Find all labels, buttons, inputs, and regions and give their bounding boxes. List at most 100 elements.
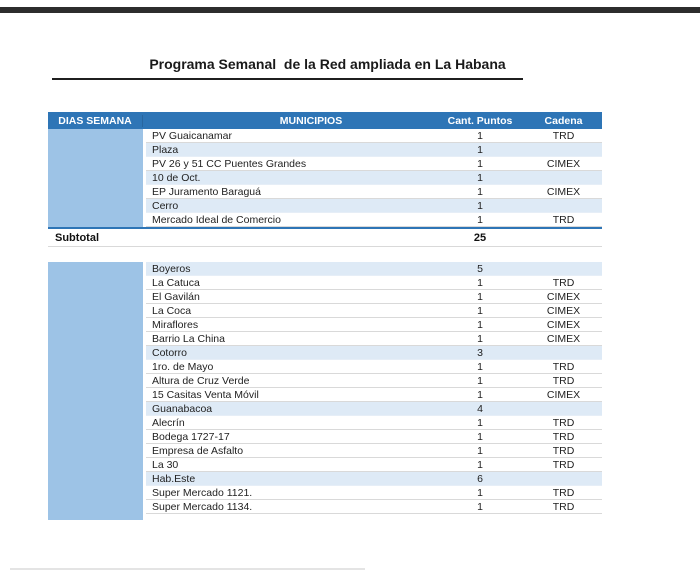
municipio-cell: Boyeros <box>152 262 191 275</box>
municipio-cell: Super Mercado 1134. <box>152 500 253 513</box>
cadena-cell: TRD <box>552 416 575 429</box>
municipio-cell: Plaza <box>152 143 179 156</box>
program-table: DIAS SEMANA MUNICIPIOS Cant. Puntos Cade… <box>48 112 602 520</box>
table-row: 15 Casitas Venta Móvil 1 CIMEX <box>146 388 602 402</box>
cant-puntos-cell: 1 <box>477 430 483 443</box>
cadena-cell: TRD <box>552 276 575 289</box>
column-header-cadena: Cadena <box>544 114 583 127</box>
window-top-border <box>0 7 700 13</box>
cadena-cell: CIMEX <box>546 304 581 317</box>
table-row: Alecrín 1 TRD <box>146 416 602 430</box>
table-row: Miraflores 1 CIMEX <box>146 318 602 332</box>
table-row: Cotorro 3 <box>146 346 602 360</box>
table-row: PV 26 y 51 CC Puentes Grandes 1 CIMEX <box>146 157 602 171</box>
municipio-cell: Alecrín <box>152 416 185 429</box>
cant-puntos-cell: 1 <box>477 213 483 226</box>
table-section-1: PV Guaicanamar 1 TRD Plaza 1 PV 26 y 51 … <box>48 129 602 227</box>
section-2-rows: Boyeros 5 La Catuca 1 TRD El Gavilán 1 C… <box>146 262 602 514</box>
cant-puntos-cell: 4 <box>477 402 483 415</box>
table-row: Boyeros 5 <box>146 262 602 276</box>
table-row: Cerro 1 <box>146 199 602 213</box>
table-header-row: DIAS SEMANA MUNICIPIOS Cant. Puntos Cade… <box>48 112 602 129</box>
cant-puntos-cell: 1 <box>477 388 483 401</box>
cadena-cell: CIMEX <box>546 185 581 198</box>
subtotal-label: Subtotal <box>55 231 99 244</box>
cadena-cell: TRD <box>552 213 575 226</box>
table-row: 10 de Oct. 1 <box>146 171 602 185</box>
column-header-municipios: MUNICIPIOS <box>279 114 343 127</box>
cant-puntos-cell: 1 <box>477 185 483 198</box>
municipio-cell: El Gavilán <box>152 290 200 303</box>
municipio-cell: Cotorro <box>152 346 188 359</box>
dias-semana-merged-cell <box>48 129 143 227</box>
cant-puntos-cell: 1 <box>477 500 483 513</box>
municipio-cell: La 30 <box>152 458 179 471</box>
municipio-cell: Hab.Este <box>152 472 196 485</box>
table-section-2: Boyeros 5 La Catuca 1 TRD El Gavilán 1 C… <box>48 262 602 520</box>
table-row: Barrio La China 1 CIMEX <box>146 332 602 346</box>
municipio-cell: 1ro. de Mayo <box>152 360 214 373</box>
cant-puntos-cell: 1 <box>477 458 483 471</box>
municipio-cell: Altura de Cruz Verde <box>152 374 250 387</box>
cant-puntos-cell: 1 <box>477 360 483 373</box>
cadena-cell: TRD <box>552 374 575 387</box>
cadena-cell: CIMEX <box>546 388 581 401</box>
cadena-cell: TRD <box>552 430 575 443</box>
section-gap <box>48 247 602 262</box>
table-row: Empresa de Asfalto 1 TRD <box>146 444 602 458</box>
cant-puntos-cell: 1 <box>477 332 483 345</box>
cant-puntos-cell: 1 <box>477 199 483 212</box>
cant-puntos-cell: 1 <box>477 129 483 142</box>
table-row: Hab.Este 6 <box>146 472 602 486</box>
cant-puntos-cell: 1 <box>477 444 483 457</box>
table-row: La 30 1 TRD <box>146 458 602 472</box>
municipio-cell: Guanabacoa <box>152 402 213 415</box>
municipio-cell: 15 Casitas Venta Móvil <box>152 388 259 401</box>
municipio-cell: Cerro <box>152 199 179 212</box>
cadena-cell: CIMEX <box>546 157 581 170</box>
table-row: 1ro. de Mayo 1 TRD <box>146 360 602 374</box>
section-1-rows: PV Guaicanamar 1 TRD Plaza 1 PV 26 y 51 … <box>146 129 602 227</box>
cant-puntos-cell: 1 <box>477 318 483 331</box>
cadena-cell: TRD <box>552 458 575 471</box>
municipio-cell: Bodega 1727-17 <box>152 430 230 443</box>
cadena-cell: CIMEX <box>546 332 581 345</box>
cant-puntos-cell: 1 <box>477 290 483 303</box>
municipio-cell: PV Guaicanamar <box>152 129 232 142</box>
page-title: Programa Semanal de la Red ampliada en L… <box>149 56 506 72</box>
municipio-cell: Mercado Ideal de Comercio <box>152 213 281 226</box>
table-row: La Coca 1 CIMEX <box>146 304 602 318</box>
table-row: Super Mercado 1134. 1 TRD <box>146 500 602 514</box>
subtotal-value: 25 <box>473 231 487 244</box>
column-header-cant-puntos: Cant. Puntos <box>447 114 513 127</box>
municipio-cell: La Catuca <box>152 276 200 289</box>
cant-puntos-cell: 1 <box>477 416 483 429</box>
municipio-cell: La Coca <box>152 304 192 317</box>
cant-puntos-cell: 1 <box>477 486 483 499</box>
table-row: Super Mercado 1121. 1 TRD <box>146 486 602 500</box>
table-row: La Catuca 1 TRD <box>146 276 602 290</box>
cadena-cell: TRD <box>552 486 575 499</box>
table-row: Altura de Cruz Verde 1 TRD <box>146 374 602 388</box>
column-header-dias-semana: DIAS SEMANA <box>48 114 143 127</box>
table-row: EP Juramento Baraguá 1 CIMEX <box>146 185 602 199</box>
cant-puntos-cell: 1 <box>477 157 483 170</box>
municipio-cell: Empresa de Asfalto <box>152 444 244 457</box>
cadena-cell: TRD <box>552 129 575 142</box>
cadena-cell: TRD <box>552 444 575 457</box>
cant-puntos-cell: 1 <box>477 276 483 289</box>
municipio-cell: Barrio La China <box>152 332 225 345</box>
table-row: PV Guaicanamar 1 TRD <box>146 129 602 143</box>
dias-semana-merged-cell <box>48 262 143 520</box>
municipio-cell: 10 de Oct. <box>152 171 201 184</box>
table-row: Bodega 1727-17 1 TRD <box>146 430 602 444</box>
cant-puntos-cell: 1 <box>477 304 483 317</box>
table-row: Mercado Ideal de Comercio 1 TRD <box>146 213 602 227</box>
cadena-cell: CIMEX <box>546 290 581 303</box>
cadena-cell: CIMEX <box>546 318 581 331</box>
municipio-cell: Miraflores <box>152 318 199 331</box>
table-row: Plaza 1 <box>146 143 602 157</box>
cant-puntos-cell: 1 <box>477 143 483 156</box>
cant-puntos-cell: 1 <box>477 374 483 387</box>
